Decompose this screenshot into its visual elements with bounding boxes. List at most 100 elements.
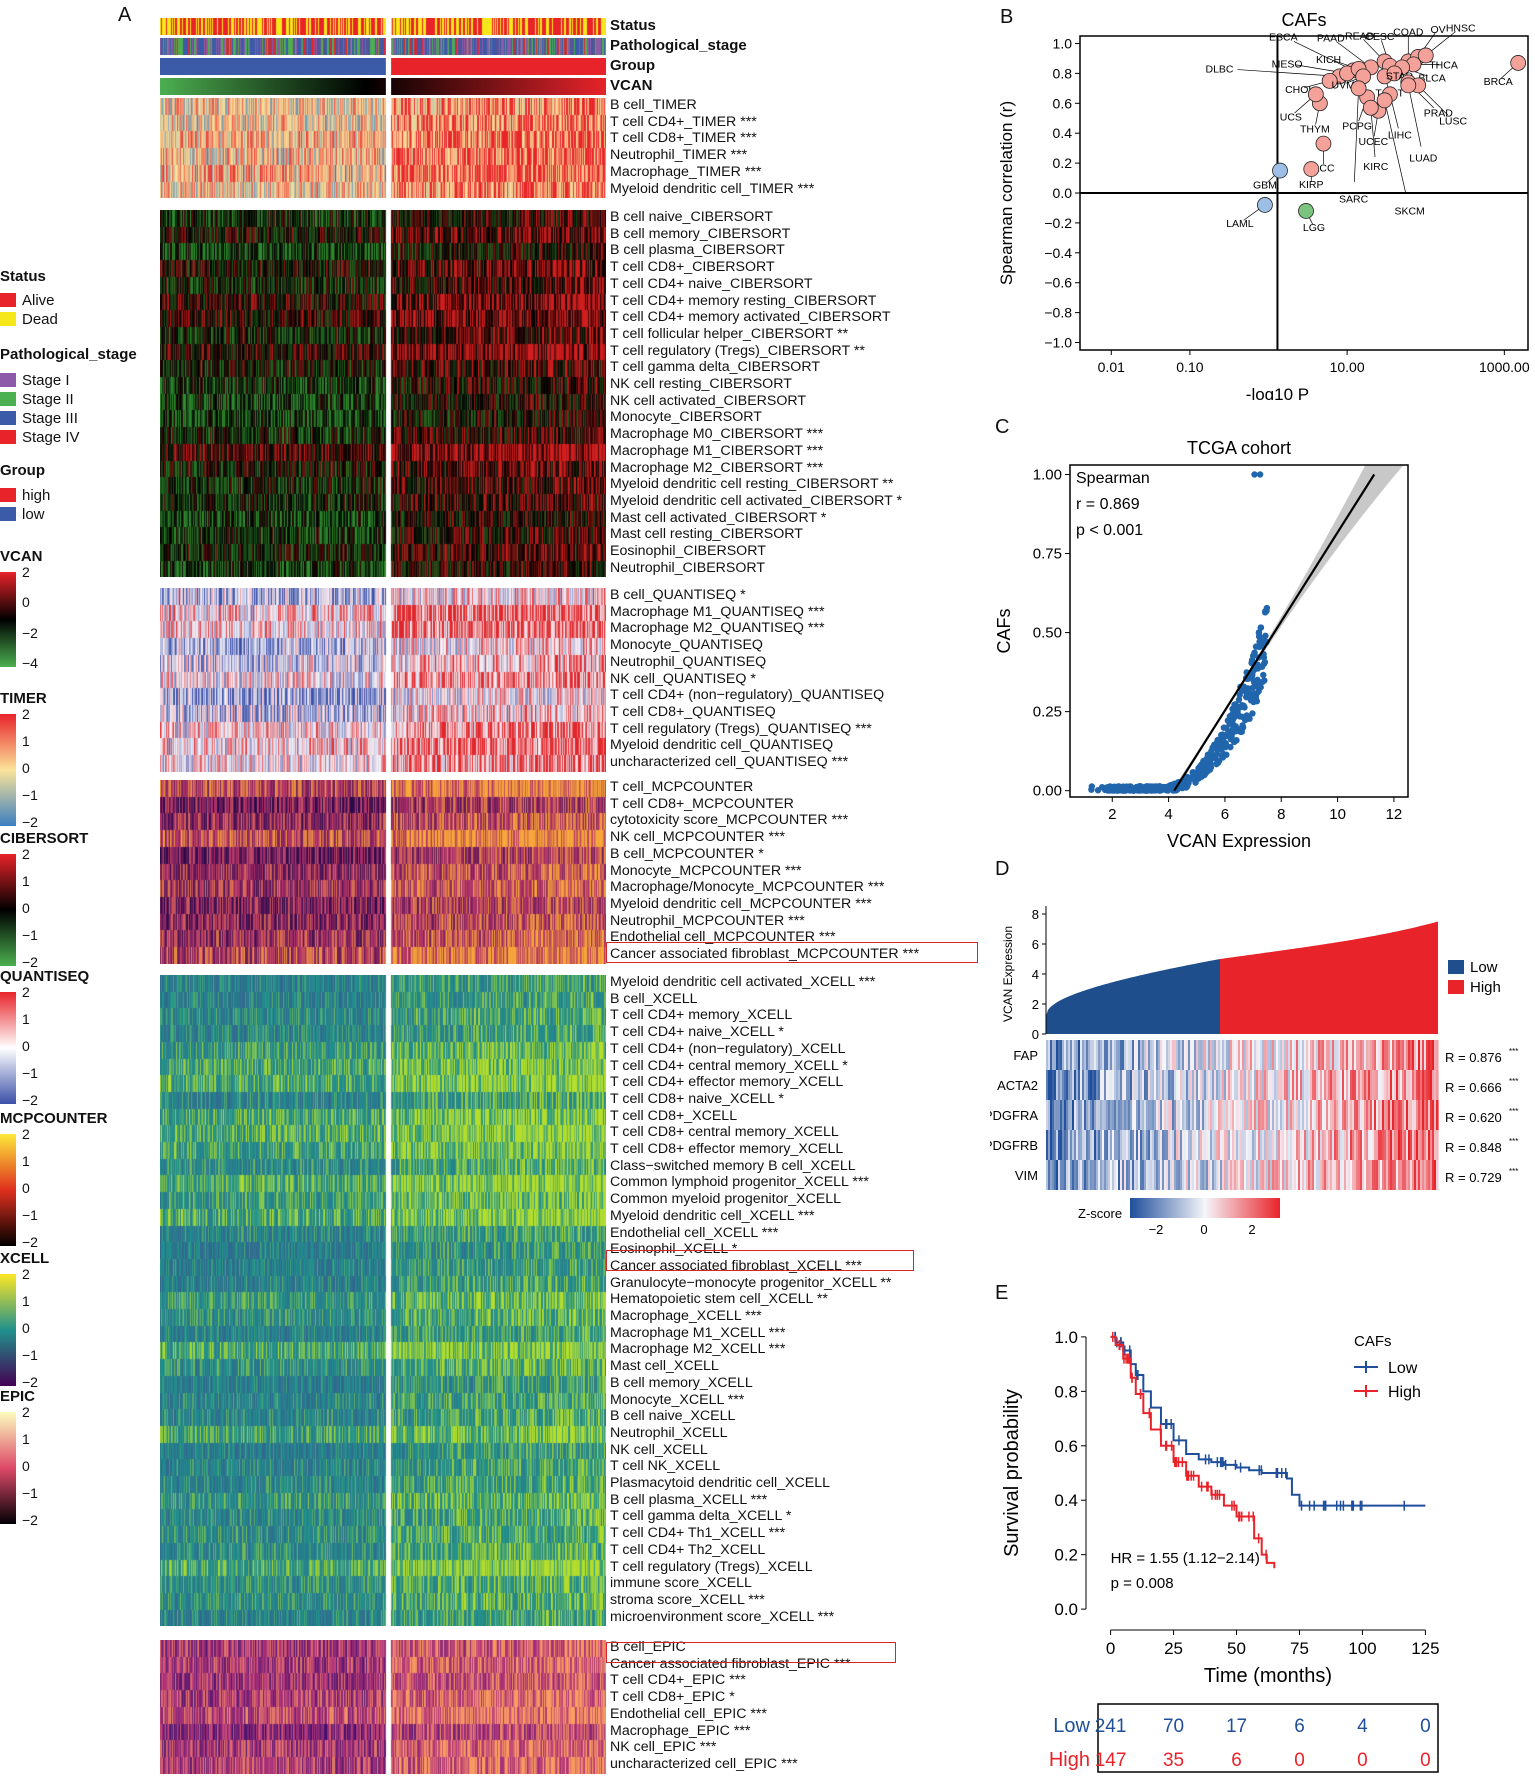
heatmap-cell (1390, 1160, 1393, 1190)
heatmap-cell (1360, 1100, 1363, 1130)
heatmap-cell (1162, 1040, 1165, 1070)
heatmap-cell (1162, 1130, 1165, 1160)
heatmap-cell (1238, 1100, 1241, 1130)
heatmap-cell (1424, 1040, 1427, 1070)
y-tick-label: 0.4 (1054, 1491, 1078, 1510)
heatmap-cell (1260, 1040, 1263, 1070)
heatmap-cell (1228, 1160, 1231, 1190)
heatmap-cell (1238, 1160, 1241, 1190)
heatmap-cell (1080, 1100, 1083, 1130)
heatmap-cell (1354, 1040, 1357, 1070)
legend-swatch (0, 430, 16, 444)
heatmap-cell (1050, 1040, 1053, 1070)
heatmap-cell (1136, 1130, 1139, 1160)
heatmap-cell (1436, 1130, 1439, 1160)
heatmap-cell (1080, 1040, 1083, 1070)
heatmap-cell (1302, 1070, 1305, 1100)
heatmap-cell (1352, 1100, 1355, 1130)
heatmap-cell (1428, 1070, 1431, 1100)
point-label: OV (1431, 24, 1446, 36)
heatmap-cell (1050, 1070, 1053, 1100)
heatmap-cell (1232, 1160, 1235, 1190)
scatter-point (1156, 784, 1163, 791)
heatmap-cell (1402, 1070, 1405, 1100)
scatter-point (1249, 684, 1257, 691)
heatmap-cell (1104, 1130, 1107, 1160)
row-label: Eosinophil_XCELL * (610, 1241, 738, 1258)
heatmap-cell (1422, 1100, 1425, 1130)
row-label: B cell memory_CIBERSORT (610, 225, 791, 242)
row-label: Myeloid dendritic cell activated_CIBERSO… (610, 492, 903, 509)
heatmap-cell (1350, 1100, 1353, 1130)
heatmap-cell (1130, 1100, 1133, 1130)
scatter-point (1220, 750, 1227, 758)
heatmap-cell (1430, 1130, 1433, 1160)
row-label: T cell gamma delta_XCELL * (610, 1508, 792, 1525)
heatmap-cell (1314, 1040, 1317, 1070)
heatmap-cell (1408, 1160, 1411, 1190)
row-label: T cell CD4+ (non−regulatory)_QUANTISEQ (610, 687, 885, 704)
heatmap-cell (1306, 1160, 1309, 1190)
heatmap-cell (1048, 1160, 1051, 1190)
heatmap-cell (1324, 1040, 1327, 1070)
scatter-point (1350, 80, 1367, 97)
heatmap-cell (1280, 1160, 1283, 1190)
scale-tick-label: 1 (22, 1153, 30, 1169)
heatmap-cell (1162, 1070, 1165, 1100)
heatmap-cell (1340, 1130, 1343, 1160)
heatmap-cell (1114, 1070, 1117, 1100)
heatmap-cell (1306, 1130, 1309, 1160)
heatmap-cell (1198, 1130, 1201, 1160)
scale-tick-label: −4 (22, 655, 38, 671)
row-label: Myeloid dendritic cell_TIMER *** (610, 180, 815, 197)
heatmap-cell (1432, 1040, 1435, 1070)
heatmap-cell (1132, 1040, 1135, 1070)
scatter-point (1231, 738, 1238, 745)
heatmap-cell (1158, 1160, 1161, 1190)
scatter-point (1251, 649, 1258, 657)
heatmap-cell (1106, 1070, 1109, 1100)
heatmap-cell (1180, 1070, 1183, 1100)
heatmap-cell (1158, 1070, 1161, 1100)
heatmap-cell (1098, 1070, 1101, 1100)
point-label: LAML (1226, 218, 1254, 230)
heatmap-cell (1304, 1160, 1307, 1190)
scale-tick-label: −1 (22, 1485, 38, 1501)
heatmap-cell (1126, 1040, 1129, 1070)
heatmap-cell (1082, 1130, 1085, 1160)
heatmap-cell (1186, 1040, 1189, 1070)
correlation-label: R = 0.876 (1445, 1050, 1502, 1065)
heatmap-cell (1112, 1100, 1115, 1130)
heatmap-cell (1108, 1130, 1111, 1160)
heatmap-cell (1156, 1160, 1159, 1190)
scatter-point (1116, 786, 1123, 794)
point-label: DLBC (1205, 63, 1233, 75)
heatmap-cell (1148, 1130, 1151, 1160)
scatter-point (1243, 693, 1250, 701)
heatmap-cell (1290, 1130, 1293, 1160)
heatmap-cell (1116, 1100, 1119, 1130)
legend-label: Low (1388, 1360, 1418, 1377)
heatmap-cell (1124, 1160, 1127, 1190)
heatmap-cell (1180, 1040, 1183, 1070)
plot-frame (1069, 464, 1409, 798)
heatmap-cell (1254, 1100, 1257, 1130)
heatmap-cell (1146, 1160, 1149, 1190)
row-label: Myeloid dendritic cell resting_CIBERSORT… (610, 476, 894, 493)
heatmap-cell (1092, 1160, 1095, 1190)
heatmap-cell (1062, 1160, 1065, 1190)
heatmap-cell (1292, 1040, 1295, 1070)
heatmap-cell (1066, 1130, 1069, 1160)
heatmap-cell (1198, 1070, 1201, 1100)
heatmap-cell (1100, 1040, 1103, 1070)
heatmap-cell (1322, 1100, 1325, 1130)
scale-bar (0, 1412, 16, 1524)
scatter-point (1151, 783, 1158, 790)
heatmap-cell (1394, 1040, 1397, 1070)
heatmap-cell (1270, 1130, 1273, 1160)
heatmap-cell (1282, 1040, 1285, 1070)
heatmap-cell (1226, 1160, 1229, 1190)
heatmap-cell (1412, 1130, 1415, 1160)
x-tick-label: 50 (1227, 1639, 1246, 1658)
heatmap-cell (1252, 1070, 1255, 1100)
